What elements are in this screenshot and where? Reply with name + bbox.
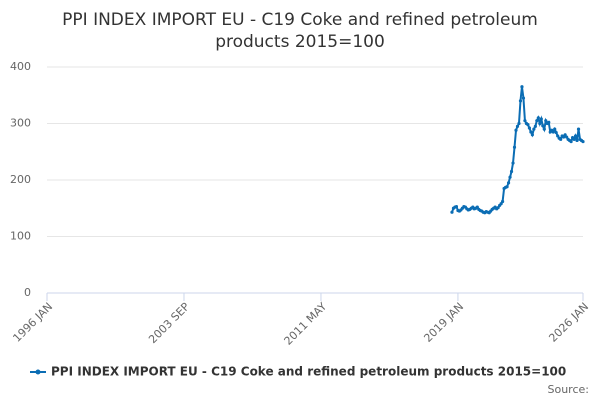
legend-label: PPI INDEX IMPORT EU - C19 Coke and refin… [51,365,566,379]
point [547,120,551,124]
point [506,181,511,185]
point [496,206,500,210]
point [575,138,579,143]
line [451,86,584,214]
point [509,169,514,174]
point [523,119,527,123]
x-tick-label: 2003 SEP [146,300,192,346]
point [499,202,503,206]
point [569,139,573,144]
point [565,135,569,139]
point [535,119,539,123]
source: Source: [548,383,590,396]
point [508,175,512,179]
y-tick-label: 200 [10,173,31,186]
point [541,124,545,128]
point [512,145,517,149]
point [544,119,548,123]
x-tick-label: 2011 MAY [282,300,330,348]
legend-marker [35,369,41,375]
y-tick-label: 400 [10,60,31,73]
point [581,139,585,144]
x-tick-label: 1996 JAN [10,300,55,345]
y-tick-label: 100 [10,230,31,243]
point [475,205,479,209]
point [526,123,530,127]
point [551,130,555,134]
point [542,127,546,131]
point [450,210,454,214]
point [529,130,533,134]
point [576,127,581,131]
point [554,130,558,135]
point [514,128,518,132]
y-tick-label: 0 [24,286,31,299]
point [515,124,520,128]
point [505,185,509,189]
point [536,116,540,120]
point [501,199,505,204]
chart-title: products 2015=100 [215,32,385,52]
point [538,121,542,126]
point [520,85,524,89]
point [454,204,459,209]
point [553,127,557,131]
x-tick-label: 2026 JAN [546,300,591,345]
x-tick-label: 2019 JAN [421,300,466,345]
point [527,126,532,130]
point [556,134,560,138]
point [573,134,578,138]
point [539,117,543,121]
point [572,137,576,141]
point [533,124,537,128]
point [562,135,566,139]
point [532,127,536,131]
point [518,99,523,103]
point [559,137,563,141]
point [511,161,515,165]
point [517,121,521,126]
point [530,133,534,137]
point [521,96,526,100]
y-tick-label: 300 [10,117,31,130]
chart-title: PPI INDEX IMPORT EU - C19 Coke and refin… [62,10,538,30]
point [563,133,567,137]
